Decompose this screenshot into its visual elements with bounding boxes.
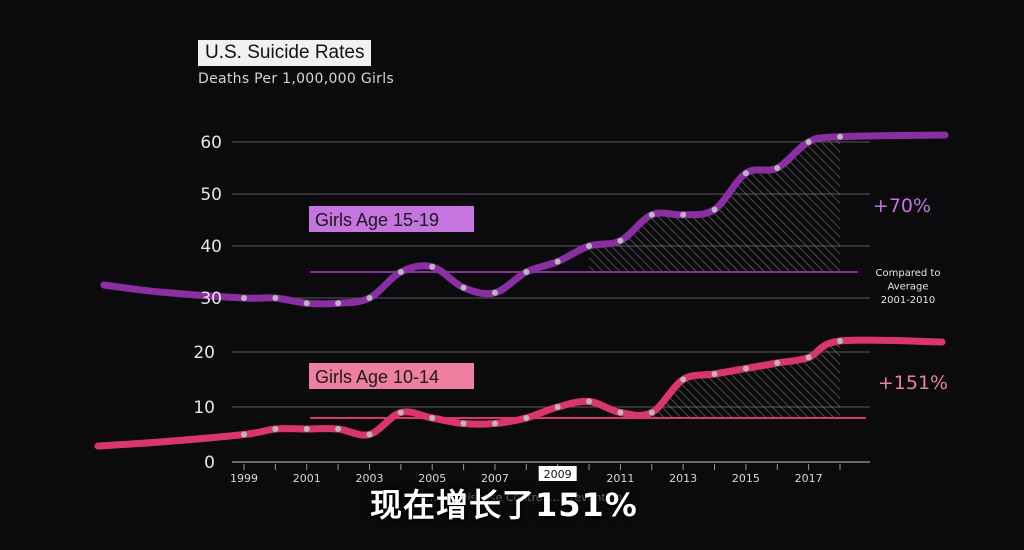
data-point (272, 426, 279, 432)
data-point (711, 206, 718, 213)
data-point (491, 420, 498, 427)
data-point (491, 289, 498, 296)
data-point (272, 295, 279, 301)
x-tick-highlight (538, 466, 577, 481)
video-subtitle: 现在增长了151% (370, 486, 638, 524)
data-point (742, 170, 749, 177)
series-label-bg (309, 363, 474, 389)
y-tick-label: 60 (200, 133, 222, 153)
data-point (774, 360, 781, 366)
y-tick-label: 10 (193, 398, 215, 418)
data-point (429, 415, 436, 421)
x-tick-label: 1999 (230, 472, 258, 485)
data-point (303, 426, 310, 432)
series-label-bg (309, 206, 474, 232)
data-point (711, 371, 718, 377)
data-point (680, 211, 687, 218)
data-point (805, 139, 812, 145)
data-point (397, 409, 404, 416)
data-point (523, 269, 530, 275)
y-tick-label: 20 (193, 343, 215, 363)
data-point (523, 415, 530, 421)
x-tick-label: 2009 (544, 468, 572, 481)
annotation-text: Average (887, 282, 928, 293)
data-point (586, 243, 593, 249)
data-point (366, 295, 373, 301)
y-tick-label: 40 (200, 237, 222, 257)
x-tick-label: 2013 (669, 472, 697, 485)
x-tick-label: 2001 (293, 472, 321, 485)
data-point (680, 376, 687, 383)
data-point (586, 398, 593, 405)
data-point (648, 211, 655, 218)
data-point (617, 237, 624, 244)
data-point (837, 338, 843, 344)
y-tick-label: 0 (204, 453, 215, 473)
x-tick-label: 2015 (732, 472, 760, 485)
change-label: +151% (878, 372, 948, 394)
hatched-excess-area (589, 136, 840, 272)
data-point (805, 354, 812, 361)
data-point (366, 431, 373, 438)
y-tick-label: 30 (200, 289, 222, 309)
source-text: … for Disease Control … Prevention (426, 491, 623, 504)
annotation-text: Compared to (876, 268, 941, 279)
data-point (742, 365, 749, 372)
data-point (554, 404, 561, 410)
data-point (335, 426, 342, 432)
data-point (335, 300, 342, 307)
data-point (837, 133, 843, 140)
data-point (429, 263, 436, 270)
data-point (241, 431, 247, 438)
x-tick-label: 2007 (481, 472, 509, 485)
x-tick-label: 2005 (418, 472, 446, 485)
data-point (303, 300, 310, 307)
x-tick-label: 2011 (606, 472, 634, 485)
change-label: +70% (873, 195, 931, 217)
data-point (460, 420, 467, 427)
data-point (554, 258, 561, 265)
data-point (774, 165, 781, 171)
data-point (617, 409, 624, 416)
data-point (648, 409, 655, 416)
data-point (460, 284, 467, 291)
series-label: Girls Age 10-14 (315, 367, 439, 387)
x-tick-label: 2003 (355, 472, 383, 485)
x-tick-label: 2017 (795, 472, 823, 485)
data-point (241, 295, 247, 301)
series-label: Girls Age 15-19 (315, 210, 439, 230)
data-point (397, 269, 404, 275)
chart-title: U.S. Suicide Rates (198, 40, 372, 66)
y-tick-label: 50 (200, 185, 222, 205)
chart-subtitle: Deaths Per 1,000,000 Girls (198, 71, 395, 87)
annotation-text: 2001-2010 (881, 295, 936, 306)
